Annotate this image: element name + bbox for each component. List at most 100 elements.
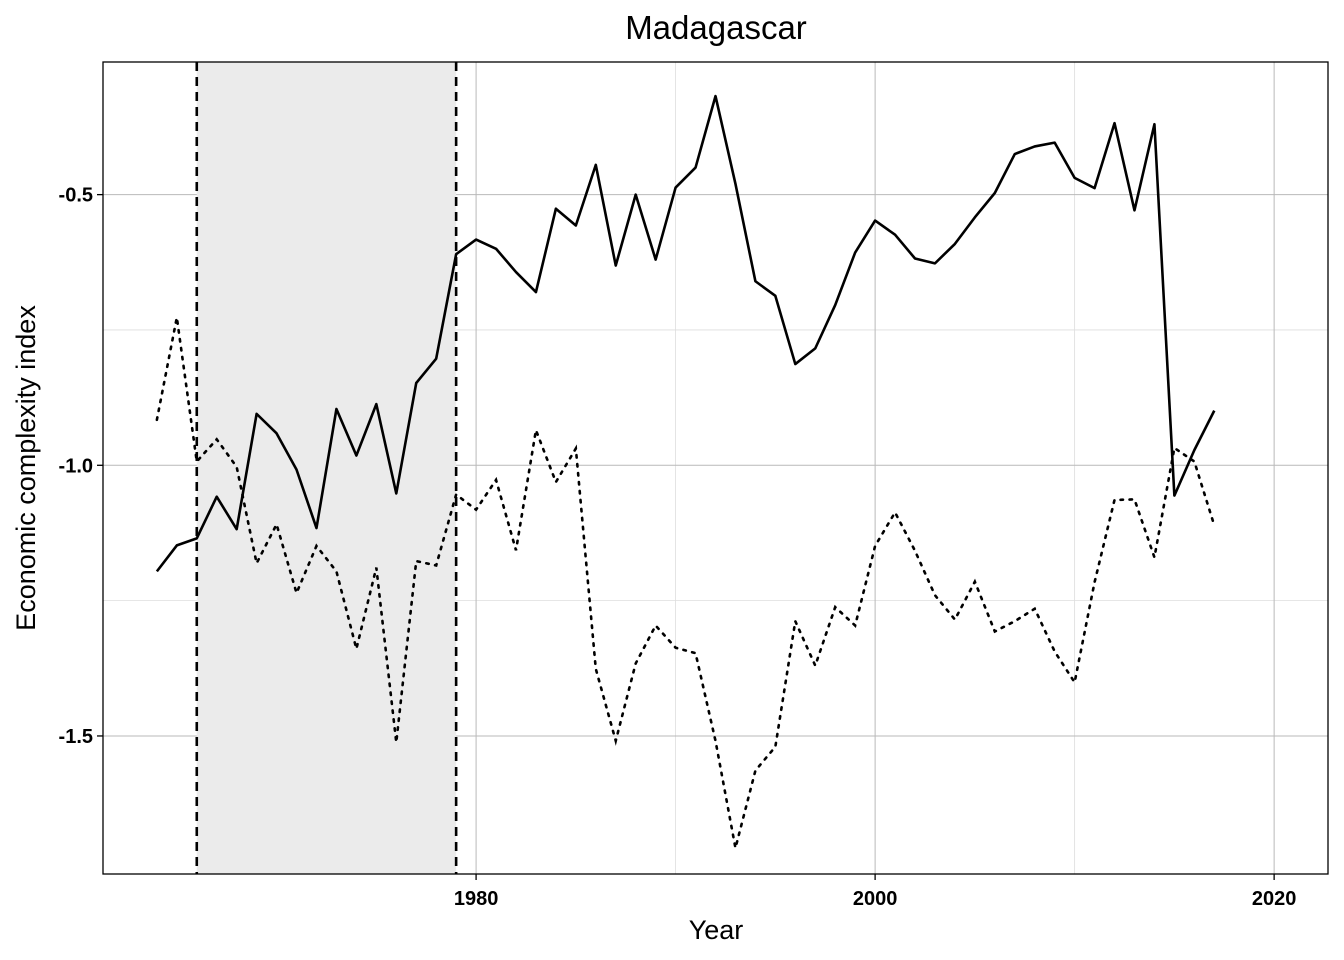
data-point-solid (1152, 122, 1156, 126)
data-point-dotted (1212, 523, 1216, 527)
data-point-solid (973, 215, 977, 219)
y-axis-title: Economic complexity index (11, 305, 41, 631)
data-point-dotted (494, 478, 498, 482)
data-point-dotted (175, 316, 179, 320)
data-point-solid (175, 543, 179, 547)
data-point-solid (1192, 448, 1196, 452)
data-point-dotted (1152, 555, 1156, 559)
data-point-solid (1053, 141, 1057, 145)
data-point-dotted (893, 510, 897, 514)
plot-panel-border (102, 61, 1329, 875)
x-tick-label: 1980 (454, 888, 499, 910)
series-solid (155, 94, 1216, 573)
data-point-dotted (255, 561, 259, 565)
data-point-dotted (474, 508, 478, 512)
data-point-dotted (873, 544, 877, 548)
x-tick-label: 2020 (1252, 888, 1297, 910)
data-point-solid (793, 362, 797, 366)
data-point-solid (334, 407, 338, 411)
data-point-solid (1172, 494, 1176, 498)
data-point-solid (494, 247, 498, 251)
data-point-dotted (314, 544, 318, 548)
data-point-solid (634, 193, 638, 197)
series-line-dotted (155, 317, 1216, 849)
x-axis-ticks: 1980 2000 2020 (454, 874, 1297, 910)
data-point-solid (933, 261, 937, 265)
data-point-solid (155, 569, 159, 573)
data-point-dotted (813, 664, 817, 668)
data-point-dotted (1093, 580, 1097, 584)
data-point-solid (354, 454, 358, 458)
data-point-solid (295, 468, 299, 472)
data-point-solid (314, 526, 318, 530)
data-point-dotted (334, 569, 338, 573)
chart-title: Madagascar (625, 9, 807, 46)
data-point-solid (394, 491, 398, 495)
data-point-dotted (1053, 650, 1057, 654)
data-point-solid (813, 346, 817, 350)
data-point-dotted (1073, 680, 1077, 684)
y-tick-label: -1.0 (59, 455, 93, 477)
data-point-dotted (594, 667, 598, 671)
data-point-solid (614, 264, 618, 268)
data-point-solid (514, 270, 518, 274)
data-point-solid (694, 166, 698, 170)
data-point-solid (953, 242, 957, 246)
data-point-dotted (913, 549, 917, 553)
data-point-dotted (973, 580, 977, 584)
data-point-solid (235, 527, 239, 531)
data-point-solid (833, 303, 837, 307)
series-line-solid (155, 94, 1216, 573)
data-point-solid (1013, 152, 1017, 156)
series-dotted (155, 316, 1216, 849)
data-point-dotted (374, 566, 378, 570)
data-point-solid (1033, 144, 1037, 148)
data-point-dotted (614, 739, 618, 743)
data-point-solid (1113, 121, 1117, 125)
data-point-dotted (275, 522, 279, 526)
data-point-dotted (574, 447, 578, 451)
data-point-dotted (933, 593, 937, 597)
data-point-dotted (694, 651, 698, 655)
x-axis-title: Year (689, 915, 744, 945)
data-point-dotted (654, 624, 658, 628)
data-point-solid (674, 186, 678, 190)
data-point-dotted (1192, 460, 1196, 464)
data-point-dotted (215, 437, 219, 441)
data-point-solid (773, 294, 777, 298)
data-point-solid (733, 182, 737, 186)
data-point-dotted (1113, 498, 1117, 502)
data-point-dotted (773, 745, 777, 749)
data-point-solid (255, 412, 259, 416)
data-point-solid (434, 357, 438, 361)
data-point-solid (414, 381, 418, 385)
data-point-dotted (833, 605, 837, 609)
data-point-solid (574, 223, 578, 227)
data-point-solid (454, 252, 458, 256)
data-point-dotted (394, 740, 398, 744)
data-point-solid (913, 257, 917, 261)
data-point-solid (554, 207, 558, 211)
data-point-dotted (953, 618, 957, 622)
data-point-solid (1093, 186, 1097, 190)
data-point-solid (893, 233, 897, 237)
data-point-dotted (354, 647, 358, 651)
y-tick-label: -0.5 (59, 185, 93, 207)
data-point-solid (753, 279, 757, 283)
data-point-solid (873, 219, 877, 223)
data-point-dotted (295, 591, 299, 595)
y-axis-ticks: -0.5 -1.0 -1.5 (59, 185, 103, 748)
data-point-solid (374, 402, 378, 406)
data-point-dotted (414, 559, 418, 563)
data-point-solid (594, 163, 598, 167)
data-point-dotted (793, 619, 797, 623)
data-point-solid (1132, 208, 1136, 212)
data-point-dotted (853, 624, 857, 628)
data-point-dotted (753, 769, 757, 773)
y-tick-label: -1.5 (59, 726, 93, 748)
data-point-dotted (155, 418, 159, 422)
x-tick-label: 2000 (853, 888, 898, 910)
data-point-solid (1073, 176, 1077, 180)
data-point-solid (534, 290, 538, 294)
data-point-solid (714, 94, 718, 98)
